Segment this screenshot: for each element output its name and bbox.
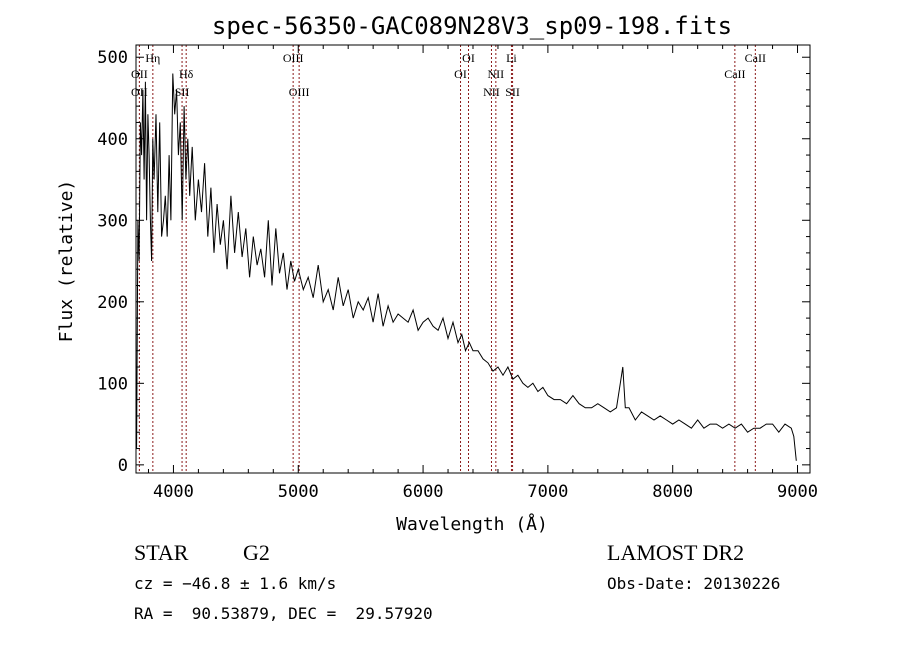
y-tick-label: 300: [97, 211, 128, 231]
y-tick-label: 500: [97, 48, 128, 68]
line-label: NII: [483, 85, 500, 99]
y-axis-label: Flux (relative): [56, 180, 77, 343]
x-tick-label: 6000: [403, 482, 444, 502]
x-tick-label: 8000: [652, 482, 693, 502]
x-tick-label: 4000: [153, 482, 194, 502]
x-axis-label: Wavelength (Å): [396, 513, 548, 535]
line-label: Hδ: [179, 67, 194, 81]
x-tick-label: 7000: [527, 482, 568, 502]
y-tick-label: 0: [118, 456, 128, 476]
y-tick-label: 400: [97, 130, 128, 150]
line-label: OIII: [283, 51, 304, 65]
line-label: SII: [505, 85, 520, 99]
line-label: SII: [175, 85, 190, 99]
line-label: CaII: [745, 51, 766, 65]
line-label: OII: [131, 85, 148, 99]
chart-title: spec-56350-GAC089N28V3_sp09-198.fits: [212, 12, 732, 40]
y-tick-label: 200: [97, 293, 128, 313]
line-label: OI: [454, 67, 467, 81]
line-label: OIII: [289, 85, 310, 99]
survey-name: LAMOST DR2: [607, 540, 745, 565]
x-tick-label: 5000: [278, 482, 319, 502]
y-axis: 0 100 200 300 400 500: [97, 48, 810, 476]
plot-frame: [135, 44, 811, 474]
line-label: Hη: [145, 51, 160, 65]
line-label: OI: [462, 51, 475, 65]
coordinates: RA = 90.53879, DEC = 29.57920: [134, 604, 433, 623]
object-subclass: G2: [243, 540, 270, 565]
line-label: CaII: [724, 67, 745, 81]
obs-date: Obs-Date: 20130226: [607, 574, 781, 593]
line-label: NII: [488, 67, 505, 81]
redshift-value: cz = −46.8 ± 1.6 km/s: [134, 574, 337, 593]
line-markers: [138, 45, 756, 473]
x-axis: 4000 5000 6000 7000 8000 9000: [147, 45, 818, 502]
object-class: STAR: [134, 540, 189, 565]
x-tick-label: 9000: [777, 482, 818, 502]
y-tick-label: 100: [97, 374, 128, 394]
spectrum-line: [136, 73, 797, 461]
line-label: Li: [506, 51, 517, 65]
